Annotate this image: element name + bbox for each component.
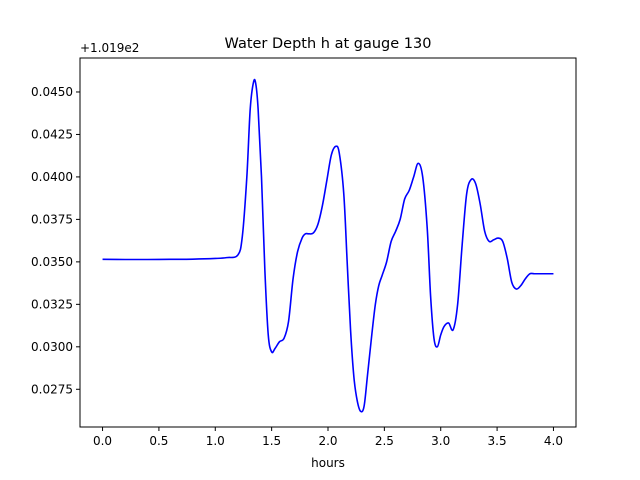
y-tick-label: 0.0450 — [31, 85, 73, 99]
y-tick-label: 0.0425 — [31, 127, 73, 141]
y-tick-label: 0.0375 — [31, 212, 73, 226]
y-axis: 0.0275 0.0300 0.0325 0.0350 0.0375 0.0400 0.04… — [31, 85, 80, 396]
x-tick-label: 1.0 — [206, 434, 225, 448]
x-tick-label: 3.5 — [488, 434, 507, 448]
y-offset-label: +1.019e2 — [80, 41, 139, 55]
x-tick-label: 2.0 — [318, 434, 337, 448]
chart-title: Water Depth h at gauge 130 — [225, 36, 432, 52]
y-tick-label: 0.0400 — [31, 170, 73, 184]
series-line — [102, 78, 554, 413]
y-tick-label: 0.0275 — [31, 382, 73, 396]
y-tick-label: 0.0300 — [31, 340, 73, 354]
series-group — [102, 78, 554, 413]
x-tick-label: 4.0 — [544, 434, 563, 448]
x-tick-label: 0.0 — [93, 434, 112, 448]
x-tick-label: 2.5 — [375, 434, 394, 448]
x-tick-label: 3.0 — [431, 434, 450, 448]
x-tick-label: 1.5 — [262, 434, 281, 448]
x-axis-label: hours — [311, 456, 345, 470]
plot-area — [79, 57, 577, 428]
y-tick-label: 0.0350 — [31, 255, 73, 269]
x-tick-label: 0.5 — [149, 434, 168, 448]
x-axis: 0.0 0.5 1.0 1.5 2.0 2.5 3.0 3.5 4.0 — [93, 427, 563, 448]
y-tick-label: 0.0325 — [31, 297, 73, 311]
